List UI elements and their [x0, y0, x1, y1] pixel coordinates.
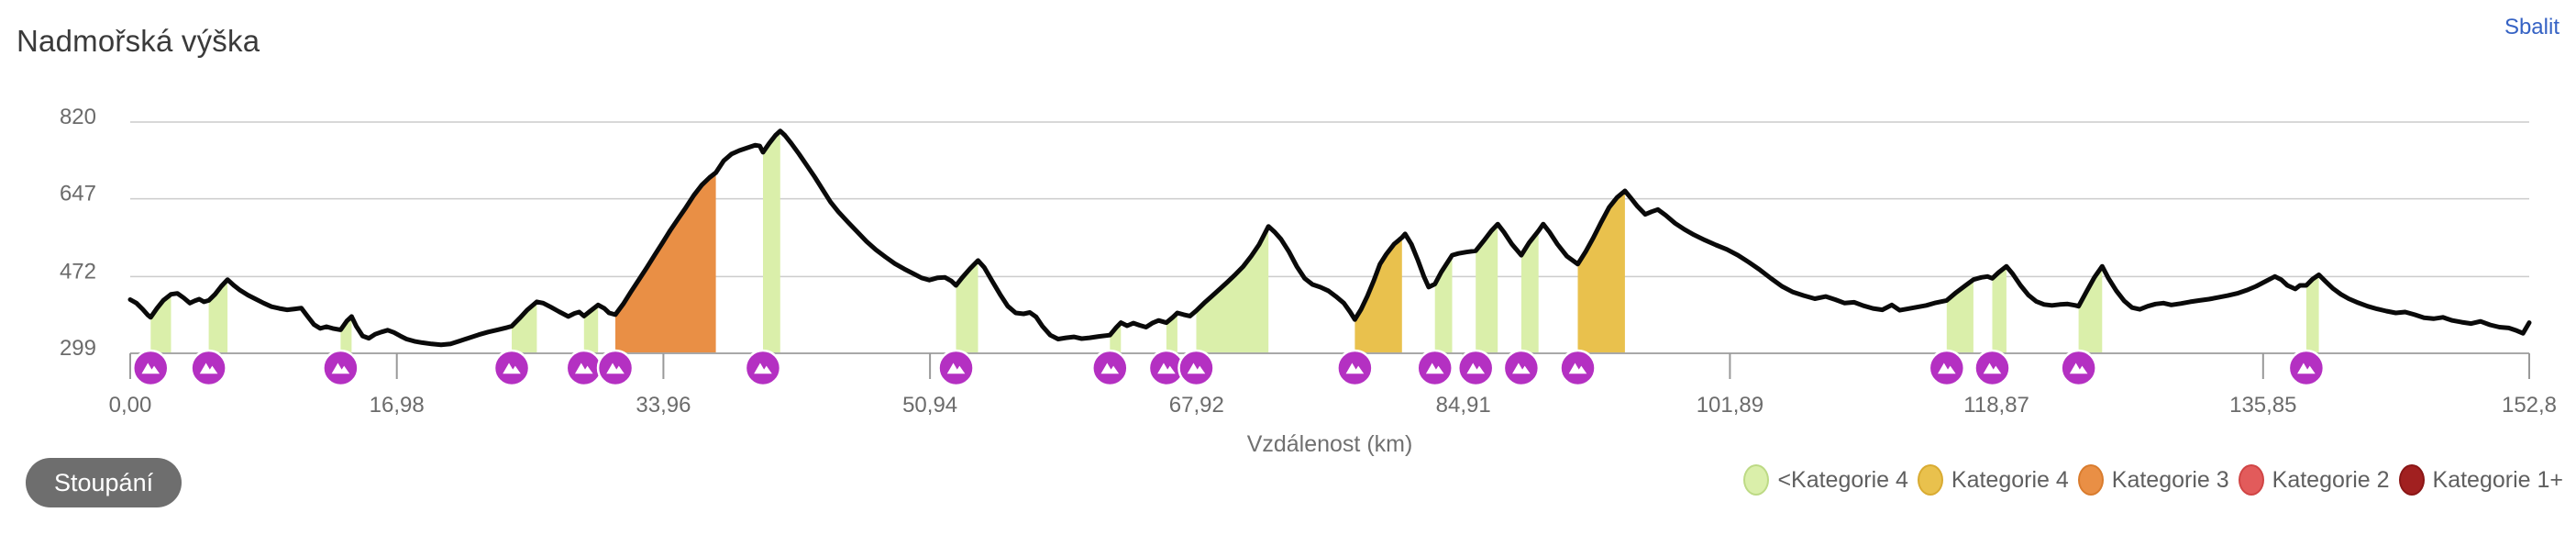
y-axis-label: 820	[60, 105, 96, 129]
climb-segment[interactable]	[150, 294, 171, 353]
mountain-icon	[946, 362, 966, 374]
y-axis-label: 472	[60, 259, 96, 284]
mountain-icon	[1512, 362, 1531, 374]
climb-marker[interactable]	[1456, 349, 1495, 387]
mountain-icon	[1345, 362, 1365, 374]
climb-segment[interactable]	[615, 173, 716, 353]
mountain-icon	[1983, 362, 2002, 374]
climb-marker[interactable]	[2060, 349, 2097, 387]
climb-segment[interactable]	[1476, 224, 1498, 353]
legend-swatch-kategorie-2	[2238, 464, 2264, 496]
legend-item-kategorie-3: Kategorie 3	[2077, 464, 2229, 496]
x-axis-label: 67,92	[1169, 393, 1224, 418]
x-axis-title: Vzdálenost (km)	[1247, 431, 1413, 457]
climb-marker[interactable]	[1416, 349, 1454, 387]
climb-marker[interactable]	[744, 349, 782, 387]
climb-marker[interactable]	[1502, 349, 1541, 387]
x-axis-label: 101,89	[1697, 393, 1763, 418]
climb-marker[interactable]	[1091, 349, 1129, 387]
climb-marker[interactable]	[492, 349, 531, 387]
x-axis-label: 16,98	[370, 393, 425, 418]
legend-label: Kategorie 4	[1951, 466, 2069, 493]
mountain-icon	[574, 362, 593, 374]
climb-segment[interactable]	[512, 301, 537, 353]
climb-marker[interactable]	[132, 349, 170, 387]
mountain-icon	[2297, 362, 2316, 374]
y-axis-label: 299	[60, 336, 96, 361]
legend-item-kategorie-4: Kategorie 4	[1917, 464, 2069, 496]
climb-segment[interactable]	[1110, 322, 1122, 353]
legend-item-kategorie-2: Kategorie 2	[2238, 464, 2390, 496]
mountain-icon	[1157, 362, 1176, 374]
legend-swatch-below-kategorie-4	[1743, 464, 1770, 496]
climbs-toggle-button[interactable]: Stoupání	[26, 458, 182, 507]
climb-marker[interactable]	[2287, 349, 2326, 387]
x-axis-label: 118,87	[1963, 393, 2029, 418]
mountain-icon	[1425, 362, 1444, 374]
mountain-icon	[199, 362, 218, 374]
legend-label: Kategorie 2	[2272, 466, 2390, 493]
climb-marker[interactable]	[1559, 349, 1597, 387]
climb-segment[interactable]	[763, 130, 780, 353]
x-axis-label: 152,8	[2502, 393, 2557, 418]
legend-label: <Kategorie 4	[1777, 466, 1908, 493]
legend-label: Kategorie 3	[2111, 466, 2229, 493]
climb-marker[interactable]	[190, 349, 227, 387]
climb-marker[interactable]	[1973, 349, 2011, 387]
mountain-icon	[1568, 362, 1587, 374]
climb-segment[interactable]	[1946, 279, 1973, 353]
climb-marker[interactable]	[1147, 349, 1186, 387]
legend-swatch-kategorie-4	[1917, 464, 1943, 496]
climb-segment[interactable]	[583, 305, 599, 353]
legend-item-kategorie-1plus: Kategorie 1+	[2398, 464, 2563, 496]
legend-label: Kategorie 1+	[2432, 466, 2563, 493]
climb-segment[interactable]	[1992, 266, 2007, 353]
x-axis-label: 135,85	[2229, 393, 2296, 418]
climb-segment[interactable]	[2078, 266, 2103, 353]
mountain-icon	[331, 362, 350, 374]
mountain-icon	[1466, 362, 1486, 374]
climb-segment[interactable]	[2305, 274, 2319, 353]
climb-marker[interactable]	[1336, 349, 1374, 387]
climb-segment[interactable]	[340, 316, 352, 353]
climb-segment[interactable]	[956, 260, 978, 353]
mountain-icon	[2069, 362, 2088, 374]
elevation-line	[127, 128, 2532, 348]
climb-marker[interactable]	[322, 349, 359, 387]
legend-item-below-kategorie-4: <Kategorie 4	[1743, 464, 1908, 496]
mountain-icon	[1100, 362, 1120, 374]
x-axis-label: 0,00	[109, 393, 152, 418]
climb-marker[interactable]	[1928, 349, 1966, 387]
climb-segment[interactable]	[1520, 230, 1539, 354]
mountain-icon	[606, 362, 625, 374]
climb-category-legend: <Kategorie 4 Kategorie 4 Kategorie 3 Kat…	[1743, 462, 2563, 498]
legend-swatch-kategorie-3	[2077, 464, 2104, 496]
mountain-icon	[141, 362, 160, 374]
mountain-icon	[1938, 362, 1956, 374]
collapse-link[interactable]: Sbalit	[2504, 15, 2559, 39]
climb-segment[interactable]	[1354, 237, 1402, 353]
climb-marker[interactable]	[596, 349, 635, 387]
mountain-icon	[1187, 362, 1206, 374]
mountain-icon	[503, 362, 521, 374]
y-axis-label: 647	[60, 182, 96, 206]
climb-marker[interactable]	[937, 349, 975, 387]
mountain-icon	[754, 362, 772, 374]
climb-marker[interactable]	[565, 349, 603, 387]
climb-segment[interactable]	[1577, 191, 1625, 353]
x-axis-label: 84,91	[1436, 393, 1491, 418]
page-title: Nadmořská výška	[17, 24, 260, 59]
x-axis-label: 33,96	[636, 393, 691, 418]
legend-swatch-kategorie-1plus	[2398, 464, 2425, 496]
x-axis-label: 50,94	[902, 393, 957, 418]
climb-marker[interactable]	[1177, 349, 1215, 387]
